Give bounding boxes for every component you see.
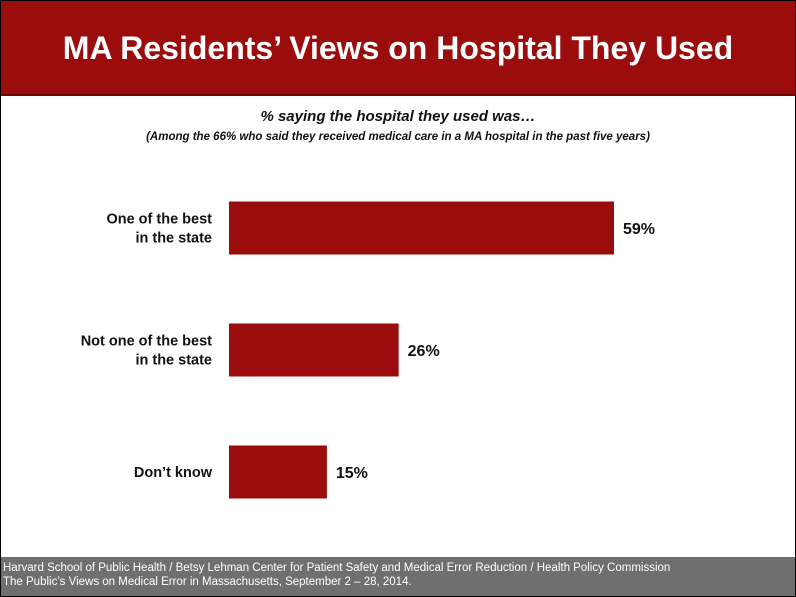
title-banner: MA Residents’ Views on Hospital They Use… (1, 1, 795, 96)
value-label-3: 15% (336, 465, 368, 482)
bar-2 (229, 323, 399, 377)
value-label-2: 26% (408, 343, 440, 360)
source-footer: Harvard School of Public Health / Betsy … (1, 557, 795, 596)
value-label-1: 59% (623, 221, 655, 238)
footer-line-2: The Public’s Views on Medical Error in M… (3, 576, 412, 588)
bar-3 (229, 445, 327, 499)
category-label-2: Not one of the best in the state (81, 334, 212, 369)
category-label-3: Don’t know (134, 465, 213, 481)
footer-line-1: Harvard School of Public Health / Betsy … (3, 562, 671, 574)
category-label-1: One of the best in the state (106, 212, 212, 247)
bar-1 (229, 201, 614, 255)
slide-title: MA Residents’ Views on Hospital They Use… (62, 30, 734, 66)
chart-subtitle: % saying the hospital they used was… (260, 108, 536, 125)
chart-note: (Among the 66% who said they received me… (146, 131, 650, 143)
